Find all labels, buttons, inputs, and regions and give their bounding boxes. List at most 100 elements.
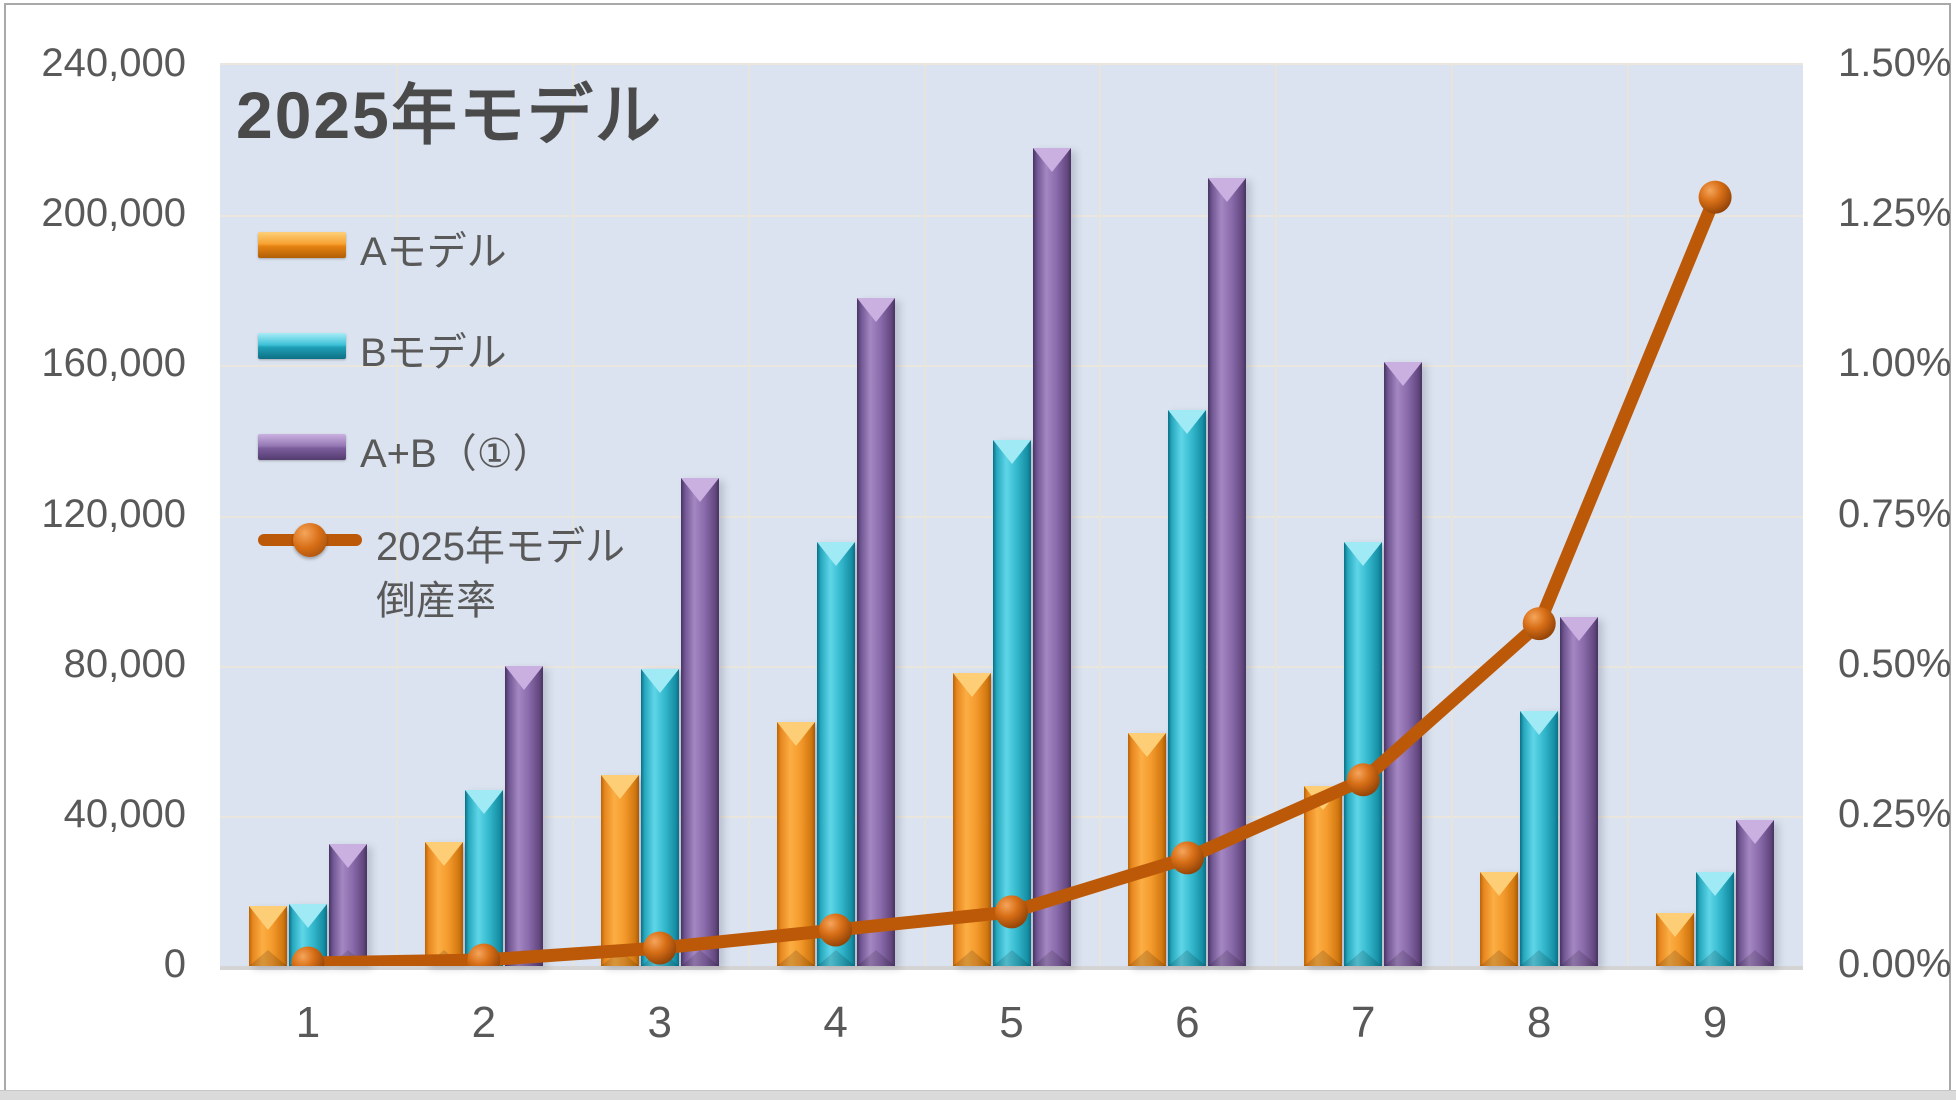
x-axis-tick-label: 3 [647,998,672,1047]
bar-top-bevel [777,722,815,746]
left-axis-tick-label: 40,000 [63,791,186,836]
bar-A+B（①）-8[interactable] [1560,617,1598,966]
right-axis-tick-label: 1.25% [1838,191,1952,236]
bar-bottom-shade [641,950,679,966]
x-axis-tick-label: 2 [471,998,497,1047]
bar-Bモデル-5[interactable] [993,440,1031,966]
bar-top-bevel [1736,820,1774,844]
right-axis-tick-label: 0.50% [1838,641,1952,686]
legend-line-marker [293,523,327,557]
left-axis-tick-label: 120,000 [41,491,186,536]
legend-swatch-ab [258,434,346,460]
bar-bottom-shade [505,950,543,966]
vertical-gridline [924,65,926,966]
bar-Aモデル-3[interactable] [601,775,639,966]
bar-bottom-shade [465,950,503,966]
rate-marker-9[interactable] [1698,180,1732,214]
bar-A+B（①）-3[interactable] [681,478,719,966]
bar-bottom-shade [1033,950,1071,966]
bar-Bモデル-9[interactable] [1696,872,1734,966]
bar-A+B（①）-7[interactable] [1384,362,1422,966]
left-axis-tick-label: 160,000 [41,341,186,386]
bar-top-bevel [1128,733,1166,757]
bar-bottom-shade [601,950,639,966]
bar-bottom-shade [289,950,327,966]
bar-top-bevel [857,298,895,322]
bar-top-bevel [1560,617,1598,641]
vertical-gridline [748,65,750,966]
bar-A+B（①）-1[interactable] [329,844,367,966]
bar-Bモデル-2[interactable] [465,790,503,966]
bar-A+B（①）-6[interactable] [1208,178,1246,966]
vertical-gridline [1099,65,1101,966]
bar-bottom-shade [993,950,1031,966]
vertical-gridline [572,65,574,966]
bar-bottom-shade [425,950,463,966]
bar-Aモデル-6[interactable] [1128,733,1166,966]
x-axis-tick-label: 9 [1702,998,1728,1047]
bar-top-bevel [1384,362,1422,386]
bar-top-bevel [817,542,855,566]
bar-top-bevel [1696,872,1734,896]
legend-item-ab[interactable]: A+B（①） [258,427,553,481]
bar-Aモデル-9[interactable] [1656,913,1694,966]
bar-Bモデル-8[interactable] [1520,711,1558,966]
bar-bottom-shade [1736,950,1774,966]
x-axis-tick-label: 5 [999,998,1024,1047]
right-axis-tick-label: 0.75% [1838,491,1952,536]
bar-Aモデル-1[interactable] [249,906,287,966]
bar-top-bevel [249,906,287,930]
bar-top-bevel [329,844,367,868]
bar-bottom-shade [817,950,855,966]
legend-item-rate[interactable]: 2025年モデル 倒産率 [258,520,625,628]
bar-bottom-shade [857,950,895,966]
bar-Aモデル-5[interactable] [953,673,991,966]
plot-area [220,63,1803,970]
bar-Bモデル-3[interactable] [641,669,679,966]
bar-Aモデル-4[interactable] [777,722,815,966]
legend-label: A+B（①） [360,432,553,476]
bar-bottom-shade [249,950,287,966]
bar-top-bevel [1344,542,1382,566]
bar-top-bevel [1520,711,1558,735]
legend-label: Aモデル [360,230,507,274]
legend-item-b[interactable]: Bモデル [258,326,507,380]
right-axis-tick-label: 1.50% [1838,41,1952,85]
bar-bottom-shade [1696,950,1734,966]
bar-A+B（①）-4[interactable] [857,298,895,966]
legend-item-a[interactable]: Aモデル [258,225,507,279]
bar-bottom-shade [1168,950,1206,966]
x-axis-tick-label: 4 [823,998,848,1047]
bar-Bモデル-7[interactable] [1344,542,1382,966]
bar-bottom-shade [777,950,815,966]
rate-marker-8[interactable] [1522,607,1556,641]
bar-Bモデル-4[interactable] [817,542,855,966]
bar-A+B（①）-5[interactable] [1033,148,1071,966]
bar-top-bevel [1656,913,1694,937]
x-axis-tick-label: 1 [295,998,321,1047]
left-axis-tick-label: 200,000 [41,191,186,236]
horizontal-gridline [220,215,1803,217]
bar-A+B（①）-9[interactable] [1736,820,1774,966]
bar-Bモデル-1[interactable] [289,904,327,966]
bar-bottom-shade [1304,950,1342,966]
bar-A+B（①）-2[interactable] [505,666,543,966]
bar-bottom-shade [1560,950,1598,966]
bar-Aモデル-7[interactable] [1304,786,1342,966]
bar-bottom-shade [1344,950,1382,966]
x-axis-tick-label: 7 [1351,998,1376,1047]
bottom-gray-strip [0,1090,1956,1100]
chart-title: 2025年モデル [236,78,663,152]
left-axis-tick-label: 80,000 [63,641,186,686]
vertical-gridline [1627,65,1629,966]
legend-swatch-b [258,333,346,359]
vertical-gridline [396,65,398,966]
left-axis-tick-label: 240,000 [41,41,186,85]
legend-label: 2025年モデル 倒産率 [376,520,625,628]
bar-Bモデル-6[interactable] [1168,410,1206,966]
bar-Aモデル-2[interactable] [425,842,463,966]
bar-top-bevel [993,440,1031,464]
bar-Aモデル-8[interactable] [1480,872,1518,966]
bar-top-bevel [1480,872,1518,896]
